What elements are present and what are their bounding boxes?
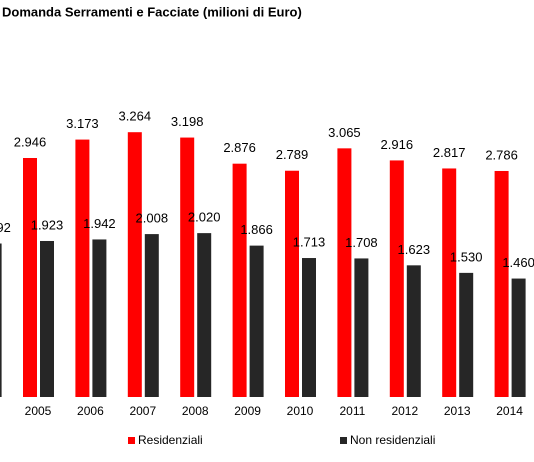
value-label: 2.916	[381, 137, 414, 152]
value-label: 1.460	[502, 255, 534, 270]
value-label: 3.065	[328, 125, 361, 140]
bar	[337, 148, 352, 397]
value-label: 2.008	[136, 211, 169, 226]
value-label: 2.876	[223, 140, 256, 155]
bar	[285, 170, 299, 397]
x-tick-label: 2008	[182, 404, 209, 418]
value-label: 1.623	[398, 242, 431, 257]
value-label: 2.817	[433, 145, 466, 160]
value-label: 2.789	[276, 147, 309, 162]
x-tick-label: 2011	[339, 404, 365, 418]
bar	[354, 258, 369, 397]
bar	[0, 243, 2, 397]
legend-label: Residenziali	[138, 433, 203, 447]
bar	[511, 278, 526, 397]
value-label: 2.020	[188, 210, 221, 225]
x-tick-label: 2014	[496, 404, 523, 418]
bar	[144, 234, 159, 397]
bar	[406, 265, 421, 397]
x-tick-label: 2010	[287, 404, 314, 418]
value-label: 1.892	[0, 220, 11, 235]
value-label: 1.713	[293, 234, 326, 249]
value-label: 3.198	[171, 114, 204, 129]
chart-title: Domanda Serramenti e Facciate (milioni d…	[2, 4, 302, 19]
value-label: 2.946	[14, 134, 47, 149]
value-label: 3.173	[66, 116, 99, 131]
legend-label: Non residenziali	[350, 433, 435, 447]
bar	[127, 132, 142, 397]
value-label: 2.786	[485, 147, 518, 162]
value-label: 1.530	[450, 249, 483, 264]
value-label: 1.708	[345, 235, 378, 250]
plot: Domanda Serramenti e Facciate (milioni d…	[0, 4, 534, 447]
value-label: 1.942	[83, 216, 116, 231]
x-tick-label: 2006	[77, 404, 104, 418]
value-label: 3.264	[119, 109, 152, 124]
bar	[389, 160, 404, 397]
value-label: 1.923	[31, 217, 64, 232]
bar	[249, 245, 264, 397]
x-tick-label: 2005	[25, 404, 52, 418]
value-label: 1.866	[240, 222, 273, 237]
x-tick-label: 2013	[444, 404, 471, 418]
bar	[75, 139, 90, 398]
legend-swatch	[128, 437, 135, 444]
bar	[494, 170, 509, 397]
x-tick-label: 2009	[234, 404, 261, 418]
bar	[92, 239, 107, 397]
bar	[40, 240, 54, 397]
bar	[23, 158, 37, 397]
bar	[302, 258, 316, 397]
bar	[197, 233, 212, 397]
bar	[232, 163, 247, 397]
legend-swatch	[340, 437, 347, 444]
x-tick-label: 2007	[129, 404, 156, 418]
bar	[442, 168, 457, 397]
bar	[180, 137, 195, 397]
bar	[459, 272, 474, 397]
x-tick-label: 2012	[391, 404, 418, 418]
